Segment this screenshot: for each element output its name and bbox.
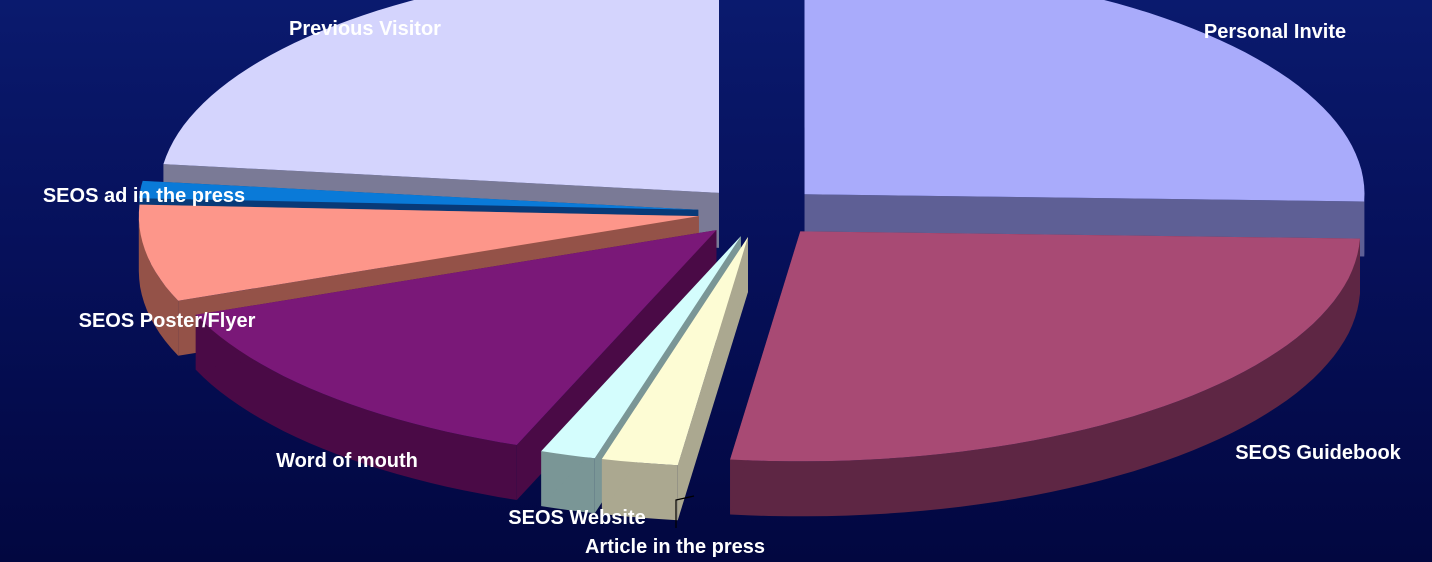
leader-lines-layer xyxy=(675,495,695,528)
slice-tops-layer xyxy=(138,0,1365,466)
slice-side-seos-guidebook xyxy=(730,238,1360,517)
label-word-of-mouth: Word of mouth xyxy=(276,450,418,472)
label-seos-website: SEOS Website xyxy=(508,507,645,529)
slice-word-of-mouth[interactable] xyxy=(195,230,717,445)
labels-layer: Personal Invite SEOS Guidebook Article in … xyxy=(43,18,1402,558)
label-personal-invite: Personal Invite xyxy=(1204,21,1346,43)
slice-previous-visitor[interactable] xyxy=(163,0,719,193)
label-seos-ad-in-the-press: SEOS ad in the press xyxy=(43,185,245,207)
label-previous-visitor: Previous Visitor xyxy=(289,18,441,40)
slice-article-in-the-press[interactable] xyxy=(601,236,748,466)
slice-seos-website[interactable] xyxy=(541,236,741,459)
label-seos-guidebook: SEOS Guidebook xyxy=(1235,442,1401,464)
label-article-in-the-press: Article in the press xyxy=(585,536,765,558)
slice-seos-guidebook[interactable] xyxy=(730,231,1360,462)
label-seos-poster-flyer: SEOS Poster/Flyer xyxy=(79,310,256,332)
slice-seos-ad-in-the-press[interactable] xyxy=(138,180,699,210)
slice-side-seos-poster-flyer xyxy=(138,216,179,356)
slice-personal-invite[interactable] xyxy=(804,0,1365,202)
slice-seos-poster-flyer[interactable] xyxy=(138,204,699,301)
leader-line-article-in-the-press xyxy=(675,495,695,528)
slice-side-word-of-mouth xyxy=(195,314,517,500)
